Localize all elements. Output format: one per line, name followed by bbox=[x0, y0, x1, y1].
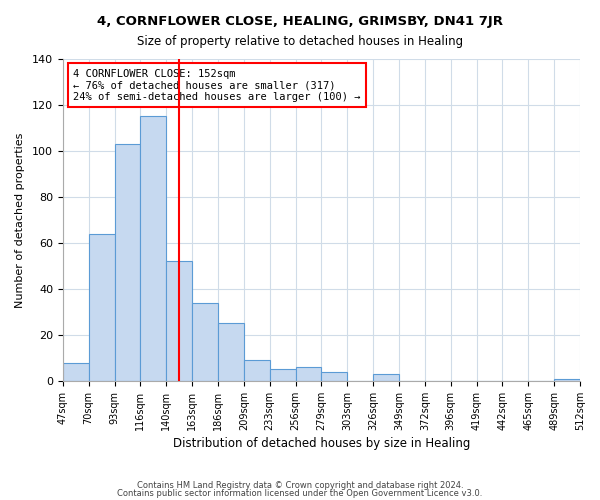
Bar bbox=[244, 360, 269, 381]
Y-axis label: Number of detached properties: Number of detached properties bbox=[15, 132, 25, 308]
Bar bbox=[89, 234, 115, 381]
Text: Contains HM Land Registry data © Crown copyright and database right 2024.: Contains HM Land Registry data © Crown c… bbox=[137, 481, 463, 490]
Bar bbox=[115, 144, 140, 381]
Bar bbox=[269, 370, 296, 381]
Bar bbox=[373, 374, 399, 381]
Bar bbox=[166, 262, 192, 381]
Bar bbox=[192, 303, 218, 381]
Text: Contains public sector information licensed under the Open Government Licence v3: Contains public sector information licen… bbox=[118, 488, 482, 498]
Bar bbox=[554, 378, 580, 381]
Text: Size of property relative to detached houses in Healing: Size of property relative to detached ho… bbox=[137, 35, 463, 48]
Text: 4, CORNFLOWER CLOSE, HEALING, GRIMSBY, DN41 7JR: 4, CORNFLOWER CLOSE, HEALING, GRIMSBY, D… bbox=[97, 15, 503, 28]
Bar bbox=[63, 362, 89, 381]
Bar bbox=[218, 324, 244, 381]
Bar bbox=[140, 116, 166, 381]
Text: 4 CORNFLOWER CLOSE: 152sqm
← 76% of detached houses are smaller (317)
24% of sem: 4 CORNFLOWER CLOSE: 152sqm ← 76% of deta… bbox=[73, 68, 361, 102]
Bar bbox=[322, 372, 347, 381]
Bar bbox=[296, 367, 322, 381]
X-axis label: Distribution of detached houses by size in Healing: Distribution of detached houses by size … bbox=[173, 437, 470, 450]
